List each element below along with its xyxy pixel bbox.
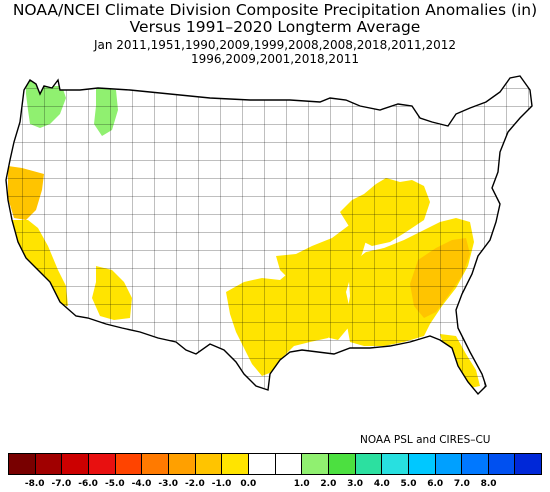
us-map xyxy=(5,75,533,395)
colorbar-cell xyxy=(222,454,249,474)
colorbar-cell xyxy=(328,454,356,474)
colorbar-tick-label: -3.0 xyxy=(158,479,179,489)
colorbar-labels: -8.0 -7.0 -6.0 -5.0 -4.0 -3.0 -2.0 -1.0 0.0 1.0 2.… xyxy=(8,479,542,491)
map-subtitle: Versus 1991–2020 Longterm Average xyxy=(129,18,421,36)
colorbar-tick-label: -1.0 xyxy=(211,479,232,489)
colorbar-cell xyxy=(35,454,63,474)
colorbar-tick-label: 2.0 xyxy=(320,479,337,489)
colorbar-tick-label: -6.0 xyxy=(78,479,98,489)
colorbar-cell xyxy=(462,454,489,474)
colorbar-tick-label: 5.0 xyxy=(400,479,417,489)
colorbar-cell xyxy=(115,454,143,474)
colorbar-cell xyxy=(302,454,329,474)
colorbar-tick-label: 3.0 xyxy=(347,479,364,489)
composite-years-line1: Jan 2011,1951,1990,2009,1999,2008,2008,2… xyxy=(93,38,457,52)
title-block: NOAA/NCEI Climate Division Composite Pre… xyxy=(0,0,550,67)
colorbar-cell xyxy=(9,454,36,474)
colorbar-tick-label: 8.0 xyxy=(480,479,497,489)
colorbar-cell xyxy=(248,454,276,474)
colorbar-tick-label: -8.0 xyxy=(24,479,45,489)
colorbar xyxy=(8,453,542,475)
colorbar-tick-label: 4.0 xyxy=(373,479,390,489)
colorbar-tick-label: 6.0 xyxy=(427,479,444,489)
colorbar-cell xyxy=(382,454,409,474)
colorbar-cell xyxy=(275,454,303,474)
credit-label: NOAA PSL and CIRES–CU xyxy=(360,434,491,446)
colorbar-tick-label: -4.0 xyxy=(131,479,152,489)
colorbar-tick-label: 1.0 xyxy=(293,479,310,489)
colorbar-cell xyxy=(488,454,516,474)
colorbar-cell xyxy=(168,454,196,474)
colorbar-cell xyxy=(142,454,169,474)
colorbar-tick-label: -7.0 xyxy=(51,479,72,489)
colorbar-tick-label: 7.0 xyxy=(453,479,470,489)
colorbar-cell xyxy=(408,454,436,474)
colorbar-tick-label: -5.0 xyxy=(104,479,125,489)
colorbar-cell xyxy=(88,454,116,474)
composite-years-line2: 1996,2009,2001,2018,2011 xyxy=(191,52,359,66)
colorbar-cell xyxy=(62,454,89,474)
colorbar-cell xyxy=(515,454,542,474)
colorbar-cell xyxy=(195,454,223,474)
colorbar-tick-label: 0.0 xyxy=(240,479,257,489)
colorbar-cell xyxy=(435,454,463,474)
colorbar-cell xyxy=(355,454,383,474)
map-title: NOAA/NCEI Climate Division Composite Pre… xyxy=(12,1,538,19)
colorbar-tick-label: -2.0 xyxy=(185,479,205,489)
